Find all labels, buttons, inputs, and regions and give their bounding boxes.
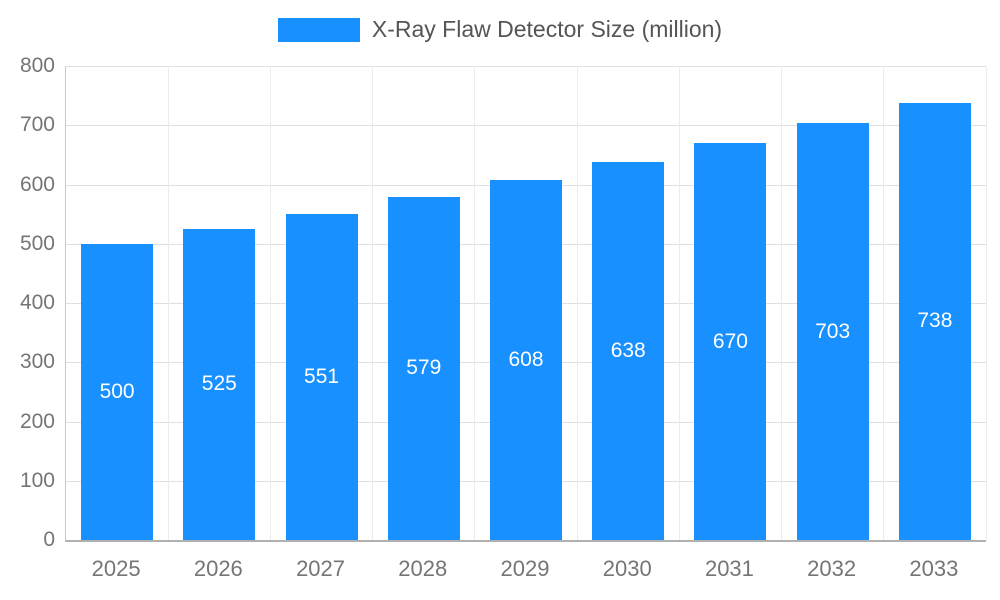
x-axis: 2025 2026 2027 2028 2029 2030 2031 2032 2033 <box>65 556 985 590</box>
gridline-vertical <box>372 66 374 540</box>
x-axis-tick-label: 2025 <box>91 556 141 581</box>
legend: X-Ray Flaw Detector Size (million) <box>0 16 1000 43</box>
x-axis-tick-label: 2032 <box>807 556 857 581</box>
gridline-vertical <box>576 66 578 540</box>
bar-value-label: 703 <box>815 319 851 343</box>
bar-value-label: 670 <box>712 329 748 353</box>
x-axis-tick-label: 2027 <box>296 556 346 581</box>
plot-area: 500 525 551 579 608 638 670 703 738 <box>65 66 987 542</box>
gridline-vertical <box>474 66 476 540</box>
bar: 738 <box>898 102 971 540</box>
bar: 525 <box>183 228 256 540</box>
gridline-vertical <box>678 66 680 540</box>
gridline-vertical <box>781 66 783 540</box>
bar-value-label: 500 <box>99 379 135 403</box>
bar: 551 <box>285 213 358 540</box>
gridline <box>66 66 986 67</box>
bar-value-label: 638 <box>610 339 646 362</box>
y-axis-tick-label: 100 <box>19 468 55 492</box>
x-axis-tick-label: 2028 <box>398 556 448 581</box>
legend-label: X-Ray Flaw Detector Size (million) <box>371 16 723 42</box>
y-axis-tick-label: 800 <box>19 54 55 77</box>
y-axis-tick-label: 0 <box>43 528 55 551</box>
bar: 638 <box>592 162 665 540</box>
bar-value-label: 608 <box>508 347 544 371</box>
bar-value-label: 551 <box>304 364 340 388</box>
x-axis-tick-label: 2029 <box>500 556 550 581</box>
y-axis-tick-label: 400 <box>19 291 55 314</box>
y-axis-tick-label: 200 <box>19 409 55 433</box>
x-axis-tick-label: 2033 <box>909 556 959 581</box>
gridline-vertical <box>883 66 885 540</box>
gridline-vertical <box>985 66 987 540</box>
x-axis-tick-label: 2026 <box>193 556 243 581</box>
x-axis-tick-label: 2030 <box>602 556 652 581</box>
y-axis-tick-label: 300 <box>19 350 55 374</box>
bar-value-label: 525 <box>201 372 237 396</box>
gridline <box>66 125 986 127</box>
y-axis: 0 100 200 300 400 500 600 700 800 <box>0 54 55 551</box>
bar-value-label: 579 <box>406 356 442 380</box>
x-axis-tick-label: 2031 <box>704 556 754 581</box>
bar: 500 <box>81 243 154 540</box>
gridline-vertical <box>269 66 271 540</box>
bar: 670 <box>694 143 767 540</box>
bar-value-label: 738 <box>917 309 953 333</box>
y-axis-tick-label: 500 <box>19 231 55 255</box>
bar: 608 <box>490 179 562 540</box>
bar: 703 <box>796 123 869 540</box>
y-axis-tick-label: 700 <box>19 113 55 137</box>
y-axis-tick-label: 600 <box>19 172 55 196</box>
gridline-vertical <box>167 66 169 540</box>
bar: 579 <box>387 196 460 540</box>
legend-swatch <box>277 17 360 42</box>
